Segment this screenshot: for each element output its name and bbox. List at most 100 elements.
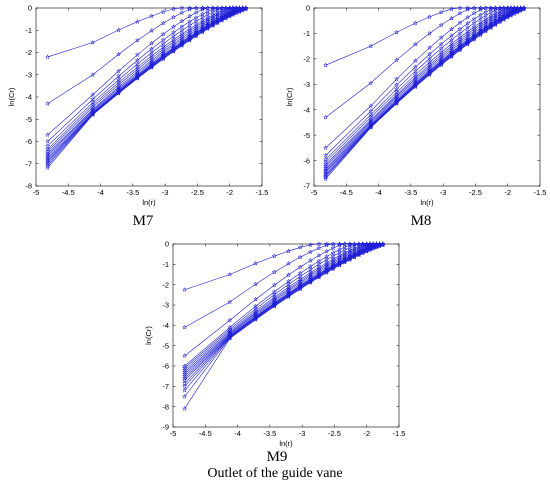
data-point-marker bbox=[90, 39, 96, 45]
data-point-marker bbox=[90, 71, 96, 77]
data-point-marker bbox=[160, 56, 166, 62]
data-point-marker bbox=[316, 241, 322, 247]
caption-m7: M7 bbox=[132, 213, 154, 229]
data-point-marker bbox=[364, 248, 370, 254]
data-point-marker bbox=[471, 28, 477, 34]
y-tick-label: -7 bbox=[25, 159, 32, 168]
data-point-marker bbox=[448, 6, 455, 12]
data-point-marker bbox=[471, 5, 477, 11]
data-point-marker bbox=[492, 5, 499, 11]
data-point-marker bbox=[511, 11, 517, 17]
data-point-marker bbox=[316, 252, 322, 258]
plot-frame bbox=[172, 243, 400, 428]
data-point-marker bbox=[477, 23, 484, 29]
data-point-marker bbox=[438, 22, 444, 28]
data-point-marker bbox=[199, 6, 206, 12]
data-point-marker bbox=[160, 37, 166, 43]
data-point-marker bbox=[193, 9, 199, 15]
data-point-marker bbox=[336, 262, 343, 268]
data-point-marker bbox=[324, 248, 330, 254]
data-point-marker bbox=[179, 31, 185, 37]
data-point-marker bbox=[307, 242, 314, 248]
data-point-marker bbox=[45, 54, 51, 60]
data-point-marker bbox=[514, 8, 521, 14]
data-point-marker bbox=[160, 20, 166, 26]
data-point-marker bbox=[214, 20, 221, 26]
data-point-marker bbox=[182, 405, 188, 411]
data-point-marker bbox=[471, 36, 477, 42]
data-point-marker bbox=[501, 16, 507, 22]
data-point-marker bbox=[457, 38, 463, 44]
data-point-marker bbox=[182, 365, 188, 371]
data-point-marker bbox=[477, 21, 484, 27]
data-point-marker bbox=[412, 20, 418, 26]
data-point-marker bbox=[182, 363, 188, 369]
data-point-marker bbox=[465, 20, 471, 26]
data-point-marker bbox=[253, 260, 259, 266]
data-point-marker bbox=[394, 29, 400, 35]
data-point-marker bbox=[514, 9, 521, 15]
data-point-marker bbox=[179, 42, 185, 48]
data-point-marker bbox=[240, 7, 246, 13]
data-point-marker bbox=[148, 64, 155, 70]
data-point-marker bbox=[471, 16, 477, 22]
data-point-marker bbox=[182, 371, 188, 377]
data-point-marker bbox=[488, 13, 494, 19]
data-point-marker bbox=[457, 47, 463, 53]
data-point-marker bbox=[182, 369, 188, 375]
data-point-marker bbox=[448, 37, 455, 43]
data-point-marker bbox=[477, 6, 484, 12]
series-line bbox=[184, 243, 383, 387]
data-point-marker bbox=[297, 286, 303, 292]
y-axis-label: ln(Cr) bbox=[144, 326, 153, 345]
data-point-marker bbox=[240, 7, 246, 13]
caption-m8: M8 bbox=[410, 213, 432, 229]
series-line bbox=[184, 244, 383, 397]
data-point-marker bbox=[182, 387, 188, 393]
data-point-marker bbox=[253, 281, 259, 287]
data-point-marker bbox=[457, 36, 463, 42]
data-point-marker bbox=[187, 28, 193, 34]
x-tick-label: -2 bbox=[363, 429, 370, 438]
data-point-marker bbox=[488, 25, 494, 31]
y-tick-label: 0 bbox=[165, 240, 169, 249]
y-tick-label: -1 bbox=[25, 26, 32, 35]
data-point-marker bbox=[448, 43, 455, 49]
data-point-marker bbox=[448, 53, 455, 59]
data-point-marker bbox=[438, 62, 444, 68]
data-point-marker bbox=[230, 12, 236, 18]
series-line bbox=[325, 9, 524, 180]
series-line bbox=[47, 7, 246, 142]
data-point-marker bbox=[45, 160, 51, 166]
x-tick-label: -4.5 bbox=[340, 188, 353, 197]
data-point-marker bbox=[477, 12, 484, 18]
data-point-marker bbox=[370, 245, 376, 251]
data-point-marker bbox=[448, 15, 455, 21]
data-point-marker bbox=[323, 145, 329, 151]
series-line bbox=[47, 7, 246, 161]
data-point-marker bbox=[182, 375, 188, 381]
x-tick-label: -2.5 bbox=[191, 188, 204, 197]
data-point-marker bbox=[380, 241, 386, 247]
data-point-marker bbox=[360, 249, 366, 255]
data-point-marker bbox=[134, 66, 140, 72]
data-point-marker bbox=[377, 242, 383, 248]
series-line bbox=[47, 7, 246, 158]
series-line bbox=[47, 7, 246, 147]
data-point-marker bbox=[170, 14, 177, 20]
y-tick-label: -5 bbox=[162, 341, 169, 350]
series-line bbox=[184, 243, 383, 369]
data-point-marker bbox=[471, 26, 477, 32]
data-point-marker bbox=[223, 15, 229, 21]
data-point-marker bbox=[148, 13, 155, 19]
series-line bbox=[325, 7, 524, 172]
data-point-marker bbox=[219, 17, 225, 23]
data-point-marker bbox=[342, 259, 348, 265]
data-point-marker bbox=[471, 24, 477, 30]
data-point-marker bbox=[285, 260, 292, 266]
data-point-marker bbox=[148, 27, 155, 33]
data-point-marker bbox=[477, 32, 484, 38]
chart-panel-m9: -5 -4.5 -4 -3.5 -3 -2.5 -2 -1.5 -9 -8 -7 -6 -5 -4 -3 -2… bbox=[137, 237, 405, 448]
data-point-marker bbox=[187, 5, 193, 11]
data-point-marker bbox=[394, 82, 400, 88]
